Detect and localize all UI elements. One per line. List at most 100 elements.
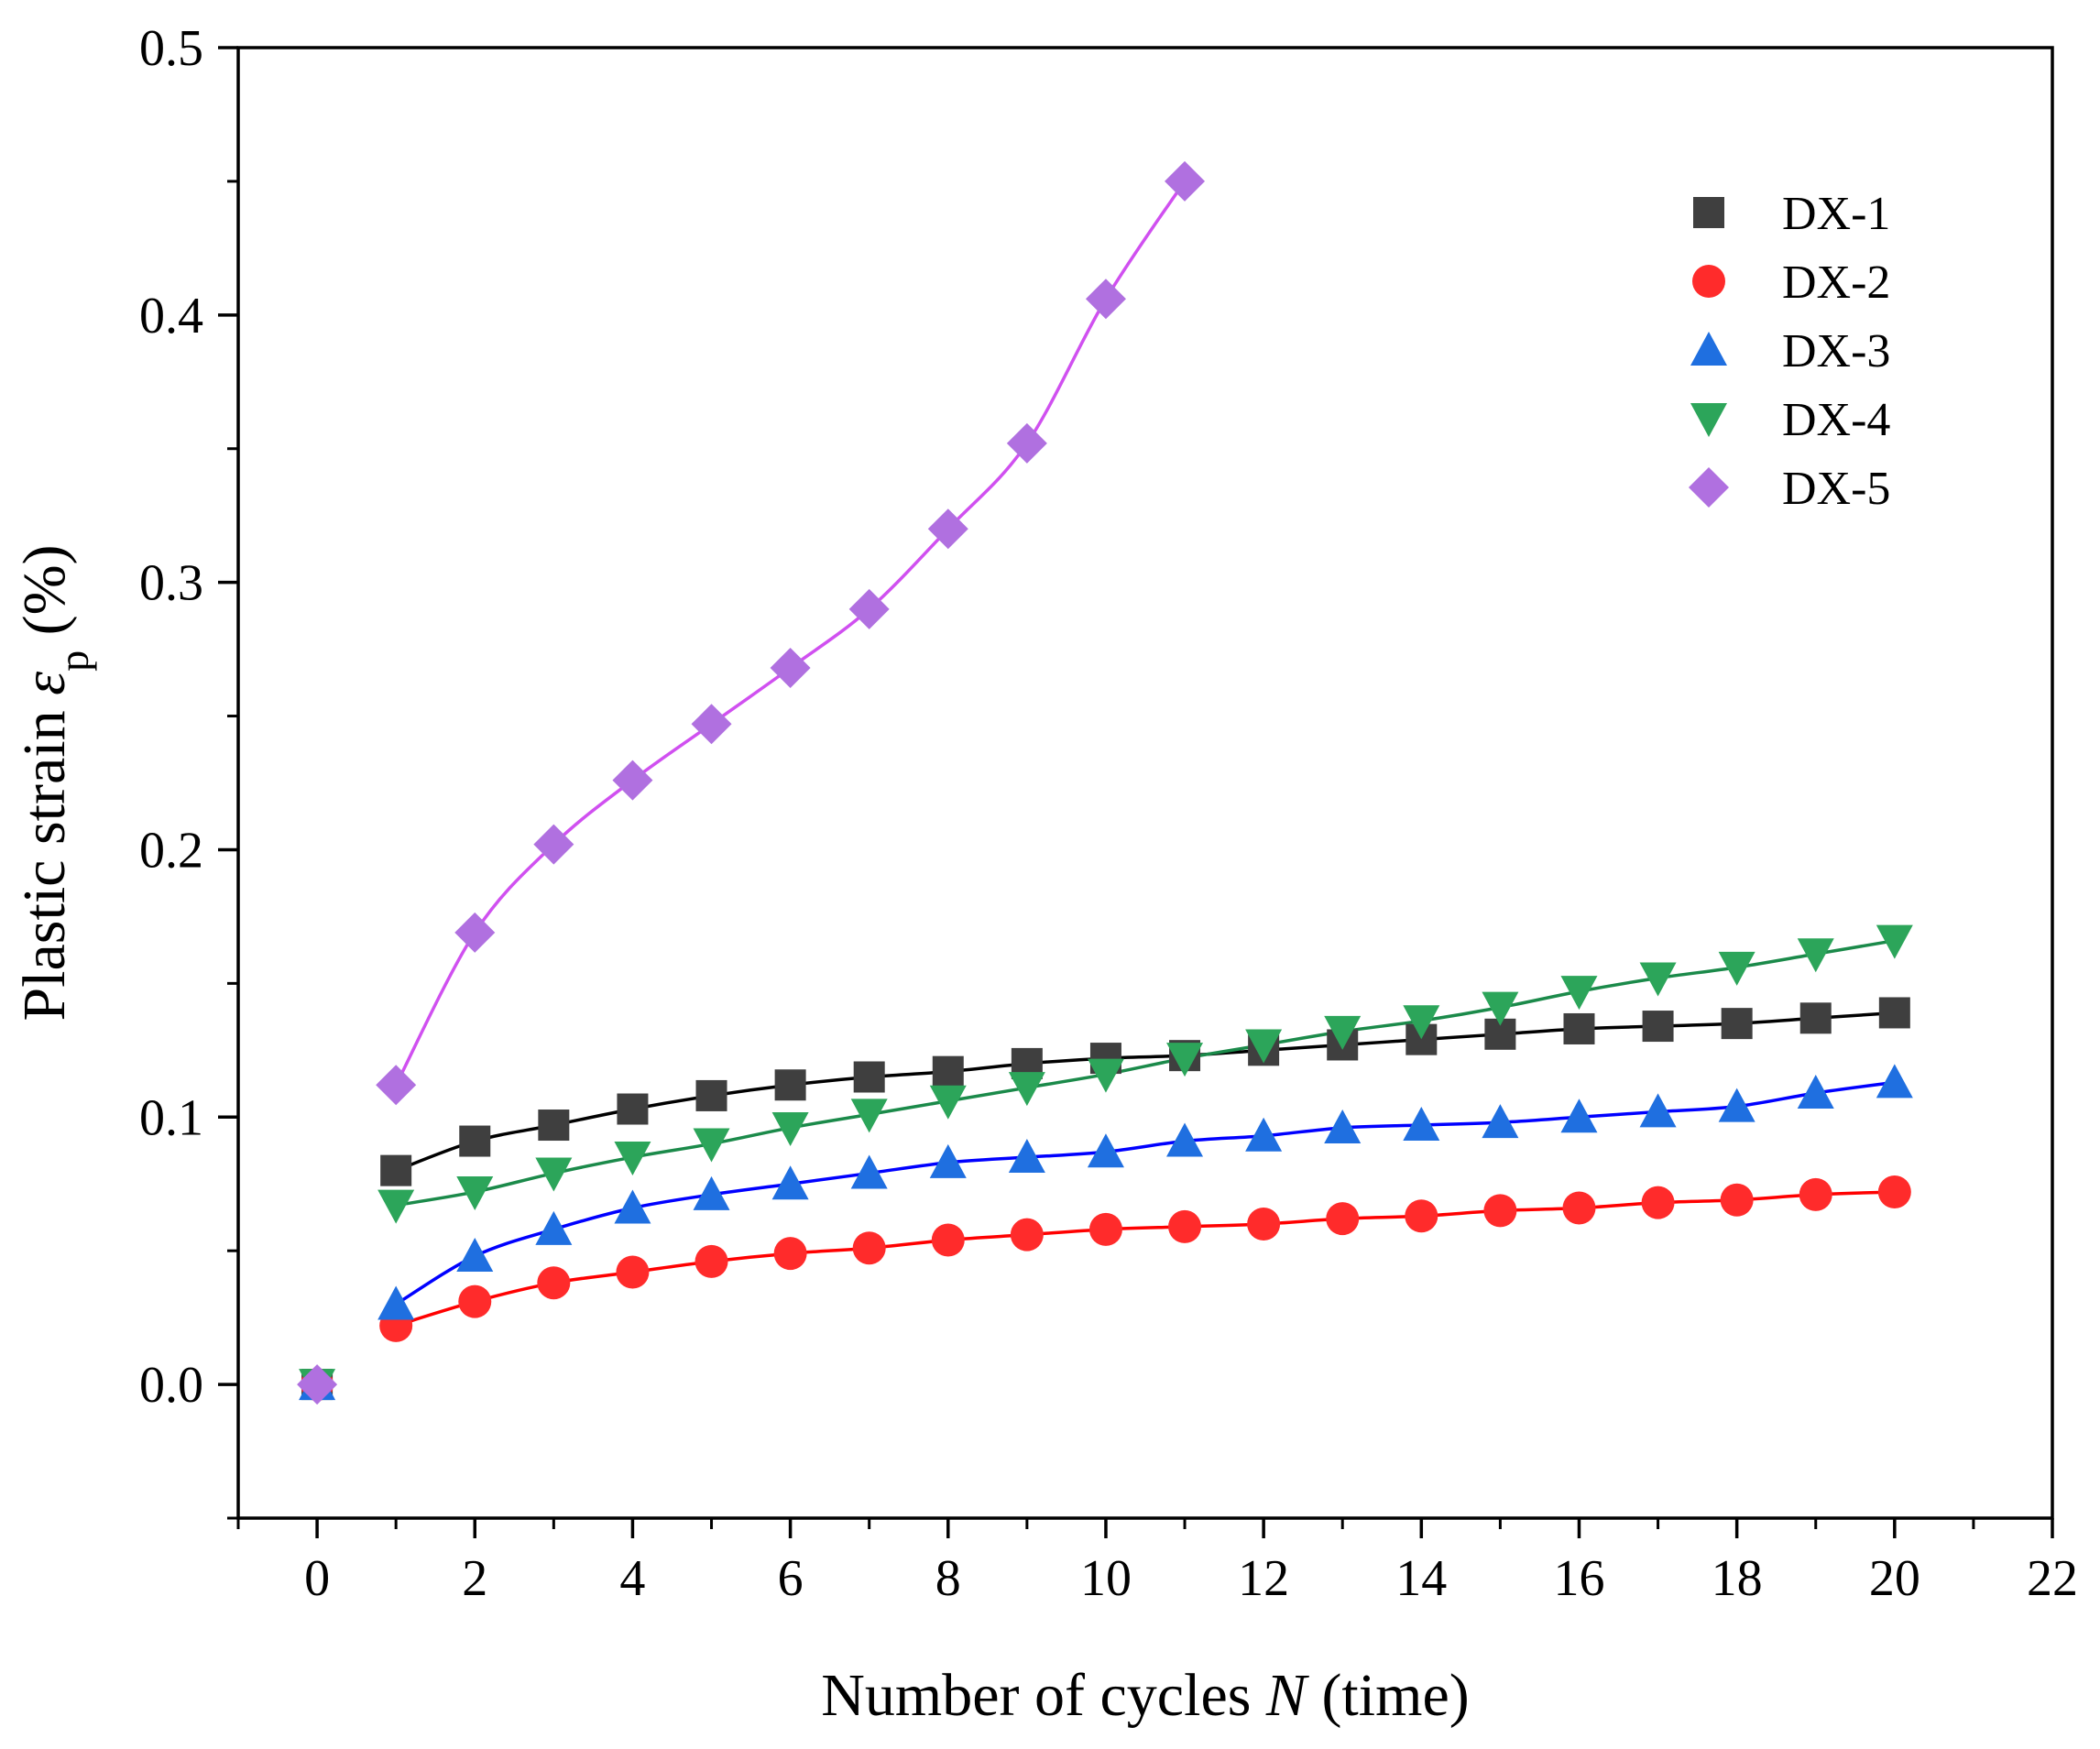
y-axis-title-prefix: Plastic strain <box>11 695 78 1022</box>
dx-3-point <box>1245 1117 1283 1152</box>
dx-4-points <box>299 924 1913 1404</box>
dx-4-point <box>1639 962 1677 997</box>
x-tick-label-4: 4 <box>619 1550 645 1607</box>
x-axis-title: Number of cycles N (time) <box>821 1662 1469 1729</box>
legend-label-dx-1: DX-1 <box>1782 188 1890 240</box>
legend-marker-dx-1 <box>1693 197 1724 228</box>
y-tick-label-0.4: 0.4 <box>139 288 203 344</box>
dx-4-point <box>929 1085 967 1120</box>
dx-4-point <box>377 1189 415 1224</box>
x-tick-label-0: 0 <box>304 1550 330 1607</box>
y-tick-label-0.1: 0.1 <box>139 1089 203 1146</box>
dx-4-point <box>1797 938 1834 973</box>
x-tick-label-18: 18 <box>1712 1550 1763 1607</box>
dx-4-point <box>693 1128 730 1163</box>
y-tick-label-0.3: 0.3 <box>139 555 203 612</box>
dx-2-point <box>1405 1199 1438 1233</box>
x-tick-label-2: 2 <box>462 1550 487 1607</box>
dx-3-point <box>1876 1064 1913 1099</box>
dx-2-point <box>773 1237 807 1271</box>
dx-2-point <box>458 1284 492 1318</box>
legend-label-dx-2: DX-2 <box>1782 257 1890 309</box>
dx-5-point <box>297 1364 338 1405</box>
y-axis-title-subscript: p <box>50 650 97 672</box>
y-axis-title-suffix: (%) <box>11 544 78 650</box>
dx-2-point <box>1483 1194 1517 1228</box>
dx-3-point <box>1403 1107 1440 1142</box>
dx-1-point <box>1799 1002 1832 1034</box>
dx-4-point <box>1008 1072 1045 1107</box>
legend-item-dx-5: DX-5 <box>1689 463 1890 515</box>
dx-5-point <box>533 824 574 865</box>
dx-2-point <box>1088 1212 1122 1246</box>
dx-2-point <box>852 1231 886 1265</box>
x-tick-label-20: 20 <box>1869 1550 1920 1607</box>
dx-1-point <box>538 1110 570 1142</box>
dx-4-point <box>1245 1029 1283 1064</box>
dx-2-point <box>1562 1191 1596 1225</box>
dx-2-point <box>1247 1208 1281 1241</box>
plot-frame <box>236 46 2054 1520</box>
legend-marker-dx-5 <box>1689 467 1729 508</box>
dx-2-point <box>931 1223 965 1257</box>
legend-marker-dx-4 <box>1690 403 1727 437</box>
x-tick-label-22: 22 <box>2027 1550 2078 1607</box>
dx-1-point <box>617 1093 649 1125</box>
dx-4-point <box>771 1111 809 1146</box>
dx-1-point <box>695 1079 727 1111</box>
dx-3-point <box>1639 1093 1677 1128</box>
dx-1-point <box>380 1154 412 1186</box>
dx-3-point <box>1008 1139 1045 1174</box>
legend-item-dx-3: DX-3 <box>1690 325 1890 377</box>
dx-2-point <box>695 1244 728 1278</box>
dx-3-point <box>1087 1133 1124 1168</box>
dx-5-point <box>376 1065 417 1106</box>
axes-layer: 0 2 4 6 8 10 12 14 16 18 20 22 0.0 0.1 0.2 0.3 0.4 0.5 <box>139 20 2078 1607</box>
dx-3-points <box>299 1064 1913 1401</box>
dx-3-point <box>1560 1099 1598 1133</box>
dx-3-point <box>1324 1109 1362 1143</box>
dx-1-point <box>1563 1012 1595 1044</box>
x-tick-label-8: 8 <box>935 1550 961 1607</box>
legend-item-dx-1: DX-1 <box>1693 188 1890 240</box>
x-tick-label-10: 10 <box>1080 1550 1132 1607</box>
dx-3-point <box>1718 1088 1755 1122</box>
x-axis-title-suffix: (time) <box>1307 1662 1470 1729</box>
legend-label-dx-4: DX-4 <box>1782 394 1890 446</box>
dx-3-point <box>614 1189 651 1224</box>
x-tick-label-12: 12 <box>1238 1550 1289 1607</box>
dx-3-point <box>850 1154 888 1189</box>
x-tick-label-14: 14 <box>1395 1550 1447 1607</box>
dx-2-point <box>1641 1186 1675 1219</box>
dx-2-point <box>1168 1209 1202 1243</box>
x-tick-label-6: 6 <box>778 1550 804 1607</box>
dx-5-point <box>1006 422 1047 464</box>
dx-4-point <box>535 1157 573 1192</box>
legend-marker-dx-2 <box>1692 265 1725 298</box>
dx-3-point <box>535 1210 573 1245</box>
dx-1-point <box>459 1125 491 1157</box>
x-tick-label-16: 16 <box>1553 1550 1604 1607</box>
dx-5-point <box>454 912 496 953</box>
markers-layer <box>297 160 1913 1405</box>
dx-3-point <box>1797 1075 1834 1110</box>
dx-4-point <box>1166 1043 1204 1077</box>
dx-5-point <box>612 760 653 801</box>
dx-4-point <box>614 1142 651 1176</box>
dx-1-point <box>853 1061 885 1093</box>
dx-4-point <box>850 1099 888 1133</box>
dx-5-point <box>927 508 968 550</box>
y-tick-label-0.5: 0.5 <box>139 20 203 77</box>
legend: DX-1 DX-2 DX-3 DX-4 DX-5 <box>1689 188 1890 515</box>
dx-1-point <box>932 1055 964 1088</box>
dx-5-point <box>691 704 732 745</box>
dx-2-point <box>616 1255 650 1289</box>
dx-1-point <box>774 1069 806 1101</box>
legend-label-dx-5: DX-5 <box>1782 463 1890 515</box>
dx-3-point <box>929 1143 967 1178</box>
dx-3-point <box>456 1238 494 1273</box>
dx-2-point <box>537 1266 571 1300</box>
dx-2-points <box>301 1175 1911 1402</box>
